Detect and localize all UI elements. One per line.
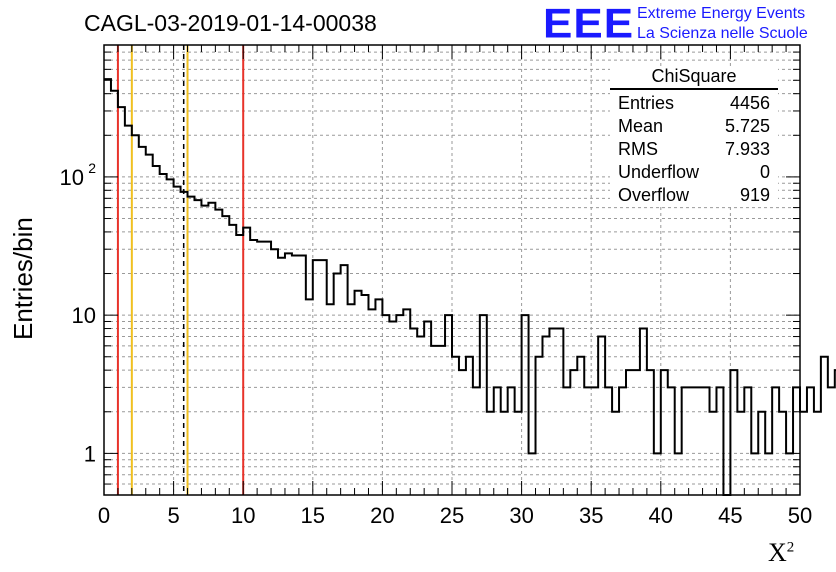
histogram-series	[104, 78, 836, 496]
x-tick-label: 10	[231, 503, 255, 528]
logo-caption-line2: La Scienza nelle Scuole	[637, 25, 808, 42]
y-tick-label: 10	[60, 165, 84, 190]
logo-caption-line1: Extreme Energy Events	[637, 5, 806, 22]
y-tick-exponent: 2	[88, 160, 96, 176]
stats-label: Entries	[618, 93, 675, 113]
reference-lines	[116, 45, 245, 495]
stats-value: 7.933	[724, 139, 770, 159]
x-tick-label: 15	[301, 503, 325, 528]
histogram-steps	[104, 78, 836, 496]
x-tick-label: 50	[788, 503, 812, 528]
x-tick-label: 45	[718, 503, 742, 528]
stats-label: Mean	[618, 116, 664, 136]
y-tick-label: 10	[72, 303, 96, 328]
page-title: CAGL-03-2019-01-14-00038	[84, 10, 377, 36]
stats-label: Overflow	[618, 185, 690, 205]
x-tick-label: 0	[98, 503, 110, 528]
stats-row-rms: RMS 7.933	[610, 138, 778, 161]
logo-caption: Extreme Energy Events La Scienza nelle S…	[637, 4, 808, 44]
x-tick-label: 25	[440, 503, 464, 528]
stats-row-mean: Mean 5.725	[610, 115, 778, 138]
stats-value: 4456	[729, 93, 770, 113]
x-tick-label: 5	[167, 503, 179, 528]
y-tick-label: 1	[84, 441, 96, 466]
x-axis-label: X2	[768, 538, 795, 567]
x-tick-label: 20	[370, 503, 394, 528]
stats-row-entries: Entries 4456	[610, 92, 778, 115]
stats-box: ChiSquare Entries 4456 Mean 5.725 RMS 7.…	[610, 66, 778, 207]
eee-logo: EEE	[543, 0, 635, 47]
stats-value: 919	[739, 185, 770, 205]
stats-row-overflow: Overflow 919	[610, 184, 778, 207]
stats-label: Underflow	[618, 162, 700, 182]
x-tick-label: 40	[649, 503, 673, 528]
stats-row-underflow: Underflow 0	[610, 161, 778, 184]
x-tick-label: 35	[579, 503, 603, 528]
stats-value: 0	[759, 162, 770, 182]
stats-value: 5.725	[724, 116, 770, 136]
stats-title: ChiSquare	[610, 66, 778, 90]
x-tick-label: 30	[509, 503, 533, 528]
y-axis-label: Entries/bin	[8, 217, 38, 340]
stats-label: RMS	[618, 139, 658, 159]
